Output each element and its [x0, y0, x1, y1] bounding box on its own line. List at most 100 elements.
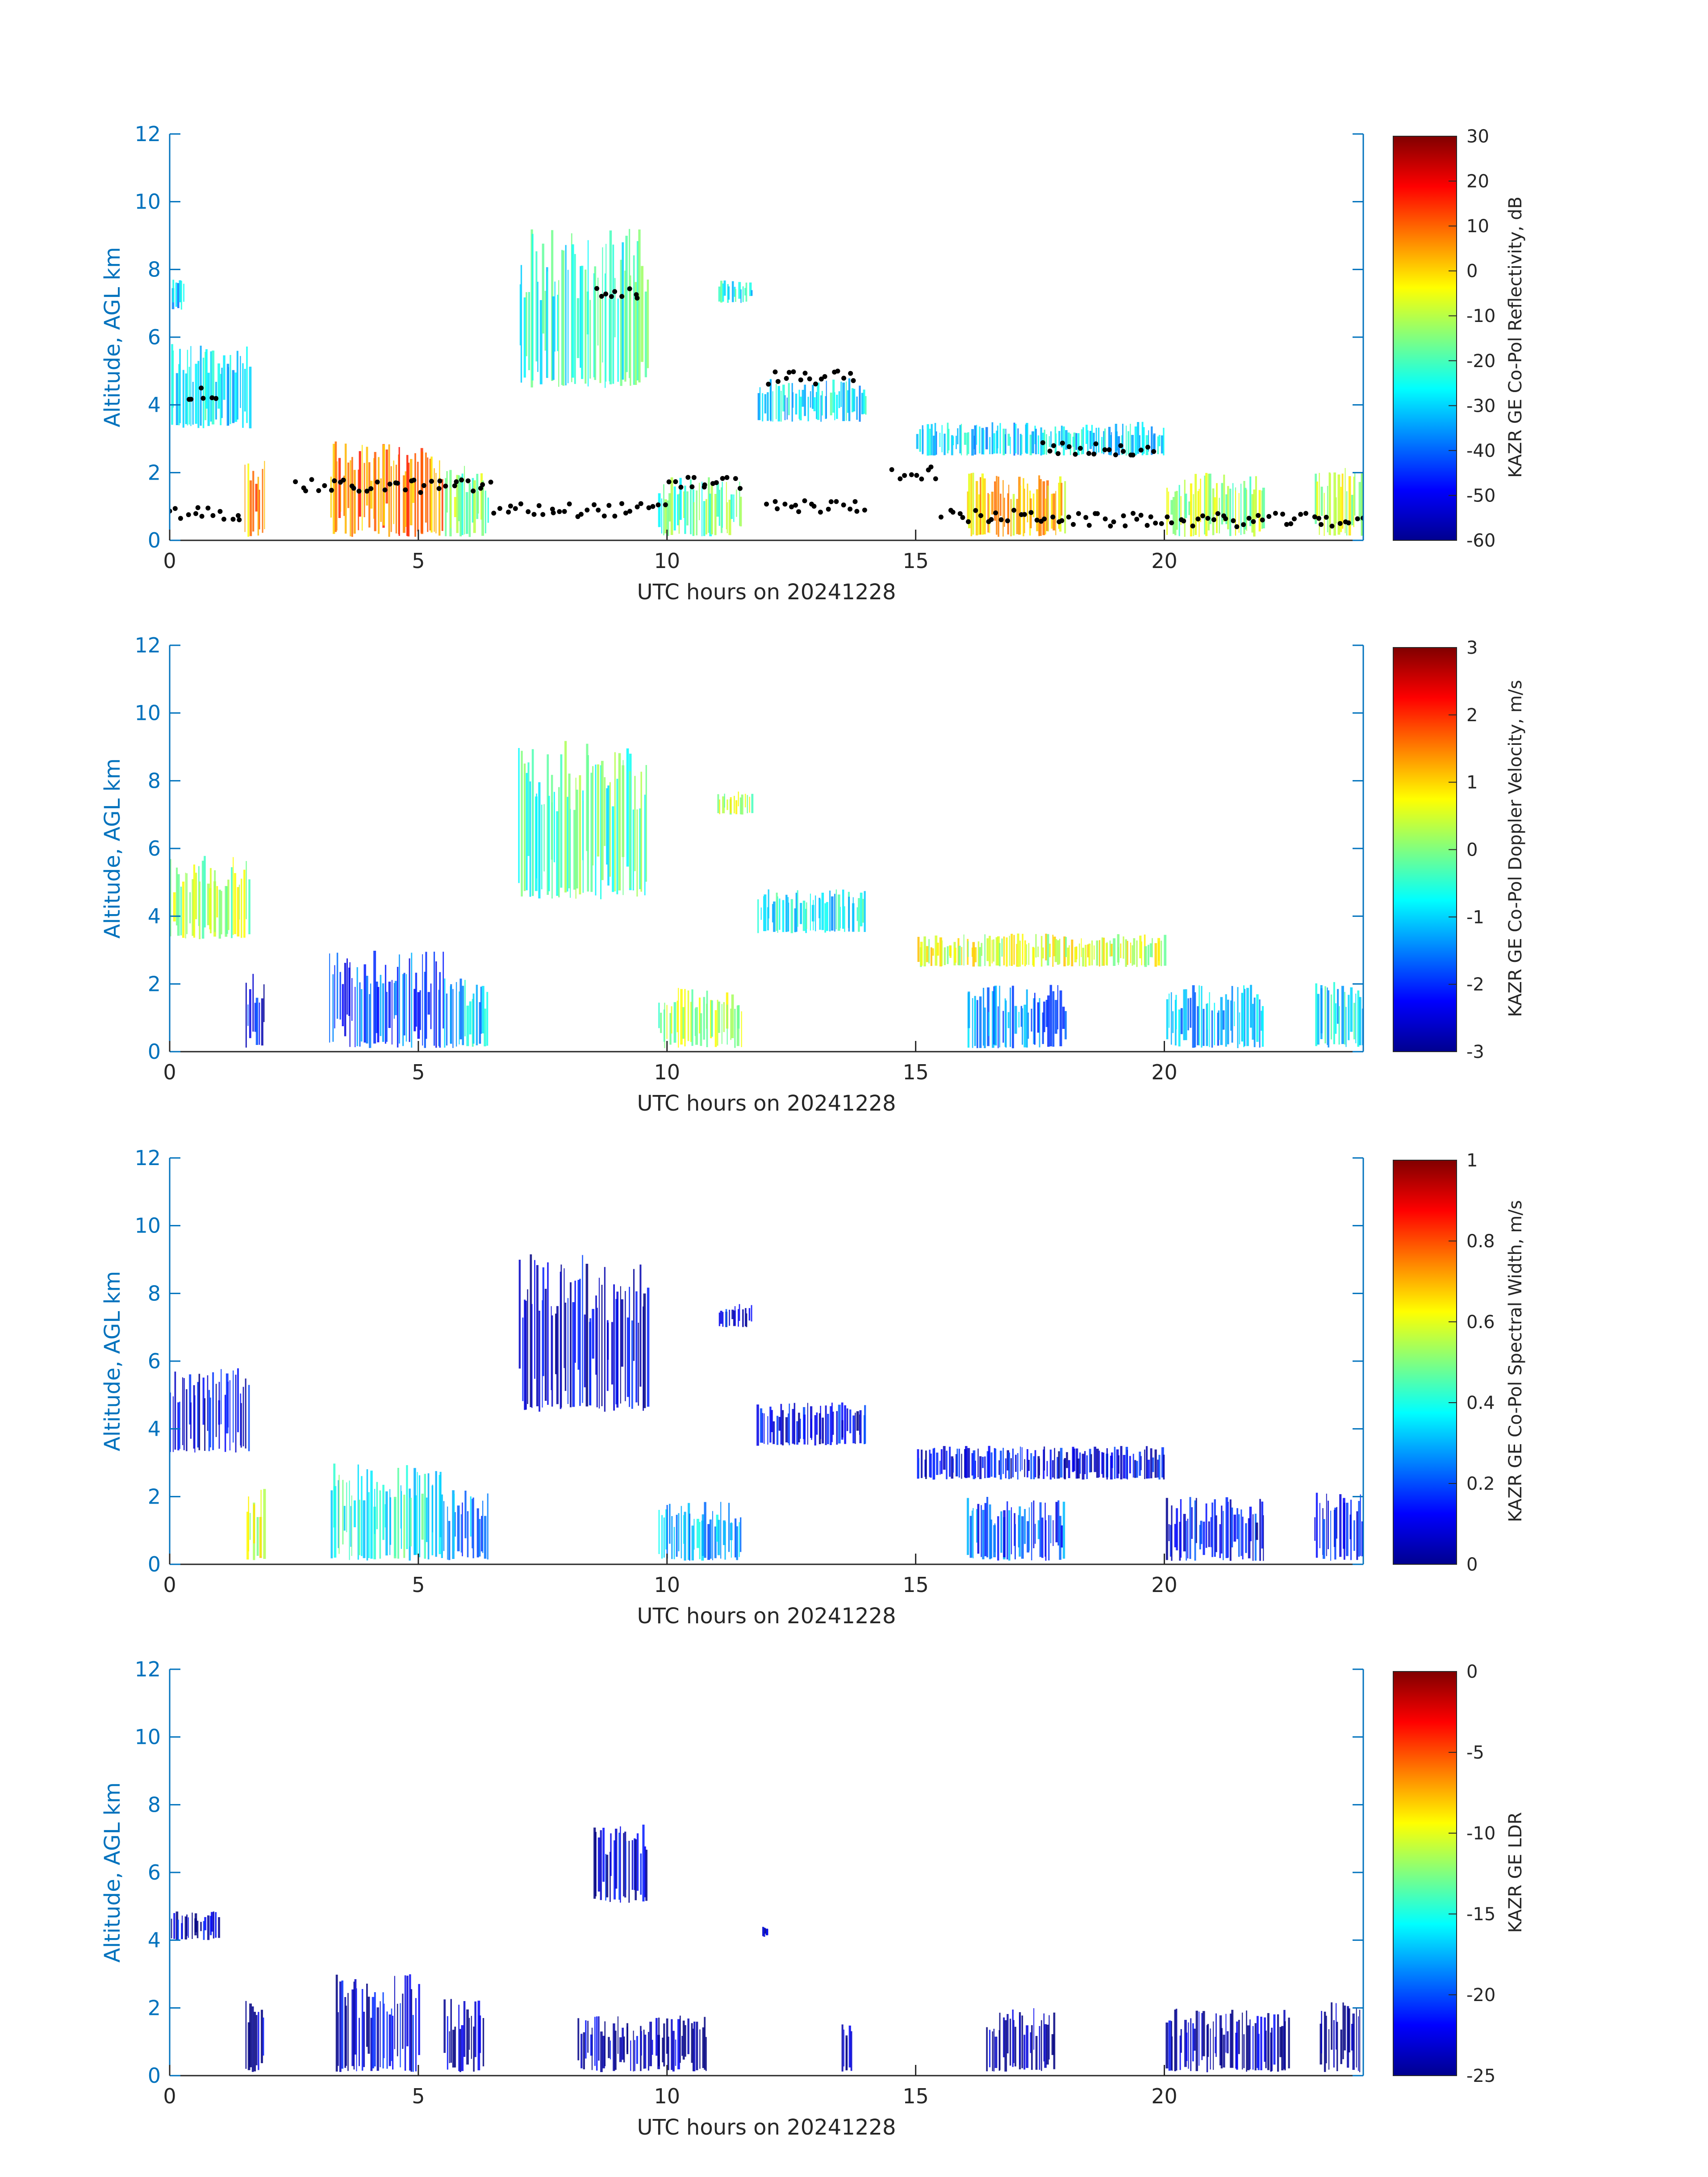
data-streak [640, 1853, 642, 1895]
cloud-base-point [1060, 440, 1065, 446]
data-streak [255, 2015, 258, 2065]
data-streak [350, 460, 351, 537]
data-streak [598, 2016, 600, 2061]
data-streak [197, 361, 200, 428]
data-streak [680, 989, 683, 1045]
data-streak [1058, 1451, 1060, 1479]
data-streak [852, 389, 856, 412]
data-streak [1315, 983, 1317, 1046]
cloud-base-point [368, 486, 374, 491]
data-streak [696, 2022, 698, 2070]
data-streak [1328, 1500, 1329, 1550]
data-streak [240, 356, 241, 408]
data-streak [1037, 1002, 1040, 1033]
cloud-base-point [1108, 523, 1113, 529]
data-streak [447, 2016, 448, 2070]
cloud-region [1165, 1497, 1264, 1561]
data-streak [856, 397, 858, 420]
data-streak [793, 1403, 795, 1445]
data-streak [785, 894, 788, 932]
data-streak [844, 1405, 846, 1444]
data-streak [339, 972, 341, 1020]
data-streak [441, 479, 443, 531]
data-streak [1336, 2022, 1338, 2071]
data-streak [1166, 999, 1169, 1040]
data-streak [973, 1450, 976, 1479]
data-streak [1004, 497, 1005, 527]
data-streak [1123, 936, 1124, 959]
data-streak [455, 982, 457, 1047]
data-streak [1104, 428, 1106, 452]
data-streak [735, 800, 738, 815]
data-streak [459, 2029, 461, 2073]
data-streak [596, 2016, 598, 2071]
cloud-base-point [387, 481, 393, 487]
data-streak [1034, 1450, 1036, 1478]
data-streak [1315, 473, 1317, 524]
data-streak [403, 475, 405, 533]
cloud-base-point [1169, 520, 1174, 526]
data-streak [740, 289, 742, 303]
data-streak [1109, 940, 1111, 957]
data-streak [679, 478, 682, 520]
data-streak [1242, 1517, 1244, 1559]
data-streak [1240, 484, 1242, 535]
data-streak [1099, 940, 1100, 967]
cloud-base-point [375, 479, 380, 485]
data-streak [670, 477, 673, 535]
cloud-base-point [536, 503, 542, 508]
data-streak [1019, 940, 1021, 967]
data-streak [1168, 2020, 1171, 2071]
data-streak [543, 804, 545, 872]
data-streak [1023, 1004, 1027, 1048]
y-tick-label: 8 [148, 1281, 161, 1305]
data-streak [738, 791, 739, 806]
data-streak [1020, 485, 1021, 535]
data-streak [600, 1830, 602, 1900]
data-streak [382, 983, 384, 1042]
data-streak [353, 470, 356, 534]
data-streak [766, 1928, 768, 1935]
data-streak [1256, 994, 1259, 1042]
data-streak [597, 277, 599, 346]
data-streak [848, 2025, 851, 2068]
data-streak [334, 441, 337, 532]
cloud-base-point [1093, 441, 1098, 447]
data-streak [172, 1396, 174, 1452]
data-streak [855, 1412, 856, 1444]
data-streak [1153, 433, 1156, 454]
cloud-region [967, 1497, 1065, 1561]
colorbar-tick-label: -5 [1466, 1742, 1484, 1763]
data-streak [1335, 497, 1337, 524]
data-streak [224, 1395, 226, 1452]
data-streak [1024, 1459, 1025, 1477]
data-streak [1361, 1521, 1363, 1557]
data-streak [1231, 986, 1233, 1043]
data-streak [865, 396, 867, 415]
data-streak [216, 886, 218, 918]
data-streak [183, 284, 184, 302]
data-streak [433, 952, 435, 1046]
data-streak [342, 1479, 344, 1545]
data-streak [233, 1370, 234, 1443]
data-streak [1101, 437, 1103, 454]
data-streak [471, 2016, 472, 2059]
data-streak [1043, 2013, 1045, 2062]
cloud-base-point [1234, 524, 1240, 529]
cloud-base-point [1241, 522, 1246, 527]
data-streak [694, 1008, 696, 1036]
data-streak [361, 445, 363, 531]
cloud-base-point [798, 377, 803, 383]
data-streak [256, 1517, 259, 1556]
data-streak [1052, 493, 1056, 531]
cloud-region [518, 1254, 650, 1412]
data-streak [257, 476, 259, 536]
data-streak [610, 2040, 611, 2060]
data-streak [542, 243, 544, 334]
data-streak [625, 235, 628, 372]
cloud-base-point [293, 479, 298, 485]
data-streak [426, 1497, 428, 1542]
colorbar-label: KAZR GE Co-Pol Reflectivity, dB [1505, 196, 1526, 478]
data-streak [1209, 992, 1210, 1047]
cloud-base-point [1056, 451, 1061, 456]
